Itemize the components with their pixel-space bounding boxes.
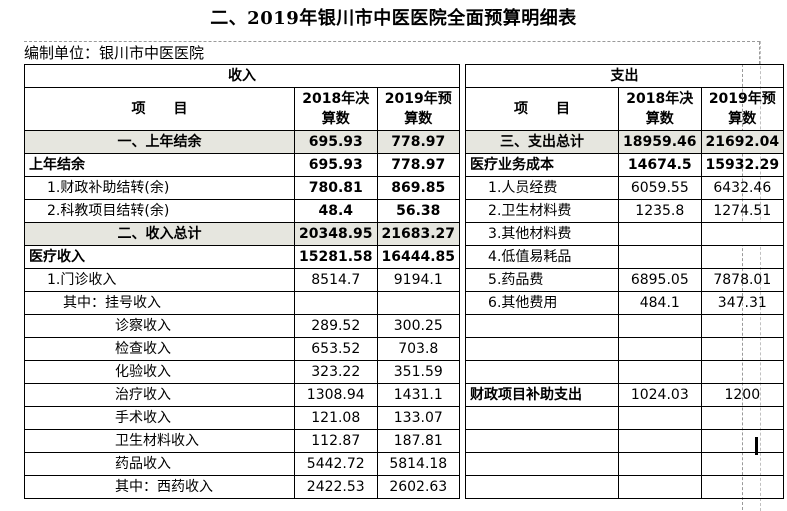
table-row: 药品收入 5442.72 5814.18	[24, 452, 785, 476]
table-row: 化验收入 323.22 351.59	[24, 360, 785, 384]
page-title: 二、2019年银川市中医医院全面预算明细表	[210, 8, 577, 29]
table-row: 手术收入 121.08 133.07	[24, 406, 785, 430]
col-2018-right: 2018年决 算数	[618, 87, 702, 131]
table-row: 治疗收入 1308.94 1431.1 财政项目补助支出 1024.03 120…	[24, 383, 785, 407]
table-row: 卫生材料收入 112.87 187.81	[24, 429, 785, 453]
col-2018-left: 2018年决 算数	[294, 87, 378, 131]
item-header-left: 项 目	[24, 87, 295, 131]
table-row: 医疗收入 15281.58 16444.85 4.低值易耗品	[24, 245, 785, 269]
table-row: 诊察收入 289.52 300.25	[24, 314, 785, 338]
table-row: 2.科教项目结转(余) 48.4 56.38 2.卫生材料费 1235.8 12…	[24, 199, 785, 223]
table-row: 一、上年结余 695.93 778.97 三、支出总计 18959.46 216…	[24, 130, 785, 154]
budget-table: 收入 支出 项 目 2018年决 算数 2019年预 算数 项 目 2018年决 算数…	[23, 64, 785, 499]
table-row: 1.财政补助结转(余) 780.81 869.85 1.人员经费 6059.55…	[24, 176, 785, 200]
header-row-2: 项 目 2018年决 算数 2019年预 算数 项 目 2018年决 算数 2019年…	[24, 87, 785, 131]
col-2019-left: 2019年预 算数	[376, 87, 461, 131]
cell-cursor	[755, 437, 758, 455]
table-row: 二、收入总计 20348.95 21683.27 3.其他材料费	[24, 222, 785, 246]
table-row: 1.门诊收入 8514.7 9194.1 5.药品费 6895.05 7878.…	[24, 268, 785, 292]
expense-header: 支出	[465, 64, 785, 88]
income-header: 收入	[23, 64, 461, 88]
col-2019-right: 2019年预 算数	[700, 87, 785, 131]
header-row-1: 收入 支出	[23, 64, 785, 88]
table-row: 检查收入 653.52 703.8	[24, 337, 785, 361]
item-header-right: 项 目	[465, 87, 620, 131]
row-label-left: 一、上年结余	[24, 130, 295, 154]
table-row: 其中：西药收入 2422.53 2602.63	[24, 475, 785, 499]
unit-label: 编制单位：银川市中医医院	[24, 41, 760, 64]
table-row: 其中：挂号收入 6.其他费用 484.1 347.31	[24, 291, 785, 315]
table-row: 上年结余 695.93 778.97 医疗业务成本 14674.5 15932.…	[24, 153, 785, 177]
row-label-right: 三、支出总计	[465, 130, 620, 154]
budget-table-wrap: 收入 支出 项 目 2018年决 算数 2019年预 算数 项 目 2018年决 算数…	[23, 64, 785, 499]
